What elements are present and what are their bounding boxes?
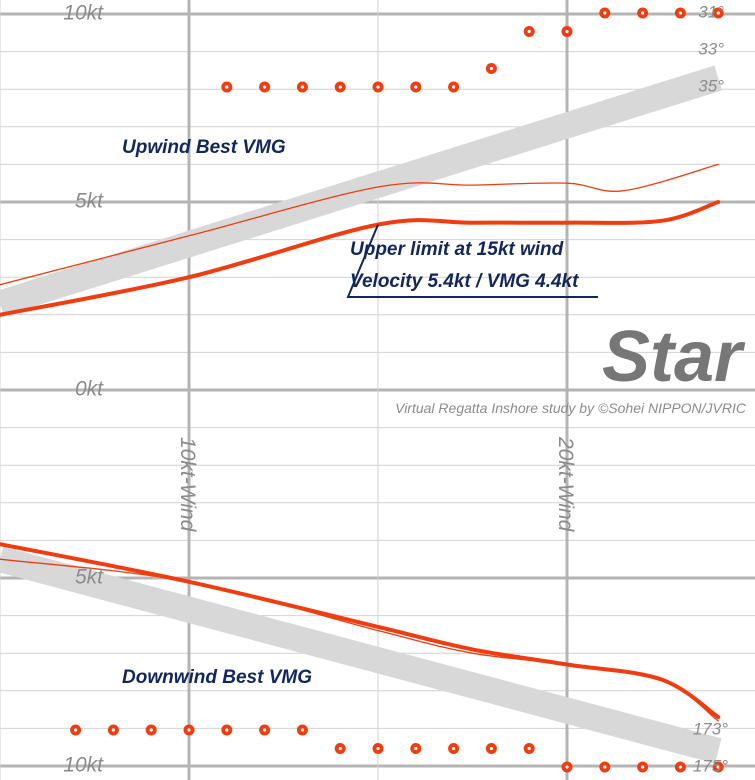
upwind-twa-point-center xyxy=(376,85,380,89)
annotation-line-1: Upper limit at 15kt wind xyxy=(350,239,564,260)
upwind-twa-point-center xyxy=(527,29,531,34)
downwind-twa-point-center xyxy=(489,746,493,751)
upwind-twa-point-center xyxy=(225,85,229,89)
wind-axis-label: 10kt-Wind xyxy=(176,437,199,533)
y-axis-labels: 10kt 5kt 0kt 5kt 10kt xyxy=(63,2,104,777)
annotation-leader-line xyxy=(346,224,598,298)
downwind-twa-point-center xyxy=(263,728,267,732)
upwind-twa-point-center xyxy=(603,11,607,15)
upwind-twa-point-center xyxy=(716,11,720,15)
downwind-twa-point-center xyxy=(149,728,153,732)
upwind-twa-point-center xyxy=(414,85,418,89)
annotation: Upper limit at 15kt wind Velocity 5.4kt … xyxy=(346,224,598,298)
downwind-reference-band xyxy=(0,546,722,764)
downwind-twa-point-center xyxy=(187,728,191,732)
wind-axis-label: 20kt-Wind xyxy=(554,436,577,533)
twa-angle-labels: 31° 33° 35° 173° 175° xyxy=(693,2,728,775)
x-axis-labels: 10kt-Wind 20kt-Wind xyxy=(176,436,577,533)
downwind-twa-point-center xyxy=(603,765,607,769)
downwind-twa-point-center xyxy=(300,728,304,732)
downwind-y-label: 10kt xyxy=(63,754,104,777)
downwind-twa-point-center xyxy=(565,765,569,769)
downwind-twa-point-center xyxy=(225,728,229,732)
brand-title: Star xyxy=(602,317,746,397)
twa-points xyxy=(70,7,724,773)
upwind-velocity-line xyxy=(0,163,719,286)
upwind-angle-label: 35° xyxy=(698,76,724,95)
downwind-twa-point-center xyxy=(111,728,115,732)
downwind-twa-point-center xyxy=(74,728,78,732)
credit-text: Virtual Regatta Inshore study by ©Sohei … xyxy=(395,400,747,416)
upwind-twa-point-center xyxy=(263,85,267,89)
upwind-angle-label: 31° xyxy=(698,2,724,21)
downwind-twa-point-center xyxy=(414,746,418,751)
upwind-twa-point-center xyxy=(565,29,569,34)
upwind-twa-point-center xyxy=(641,11,645,15)
downwind-twa-point-center xyxy=(376,746,380,751)
downwind-twa-point-center xyxy=(641,765,645,769)
upwind-vmg-line xyxy=(0,200,721,317)
downwind-vmg-line xyxy=(0,542,721,720)
downwind-title: Downwind Best VMG xyxy=(122,667,312,688)
downwind-twa-point-center xyxy=(678,765,683,769)
downwind-y-label: 5kt xyxy=(75,566,104,589)
upwind-twa-point-center xyxy=(452,85,456,89)
downwind-angle-label: 173° xyxy=(693,719,728,738)
upwind-twa-point-center xyxy=(678,11,683,15)
downwind-twa-point-center xyxy=(527,746,531,751)
downwind-twa-point-center xyxy=(338,746,342,751)
upwind-angle-label: 33° xyxy=(698,39,724,58)
upwind-twa-point-center xyxy=(489,66,493,71)
upwind-twa-point-center xyxy=(300,85,304,89)
series-lines xyxy=(0,163,721,722)
downwind-twa-point-center xyxy=(716,765,720,769)
annotation-line-2: Velocity 5.4kt / VMG 4.4kt xyxy=(350,271,579,292)
upwind-y-label: 10kt xyxy=(63,2,104,25)
downwind-twa-point-center xyxy=(452,746,456,751)
upwind-y-label: 0kt xyxy=(75,378,104,401)
upwind-title: Upwind Best VMG xyxy=(122,137,286,158)
upwind-y-label: 5kt xyxy=(75,190,104,213)
upwind-twa-point-center xyxy=(338,85,342,89)
downwind-angle-label: 175° xyxy=(693,756,728,775)
